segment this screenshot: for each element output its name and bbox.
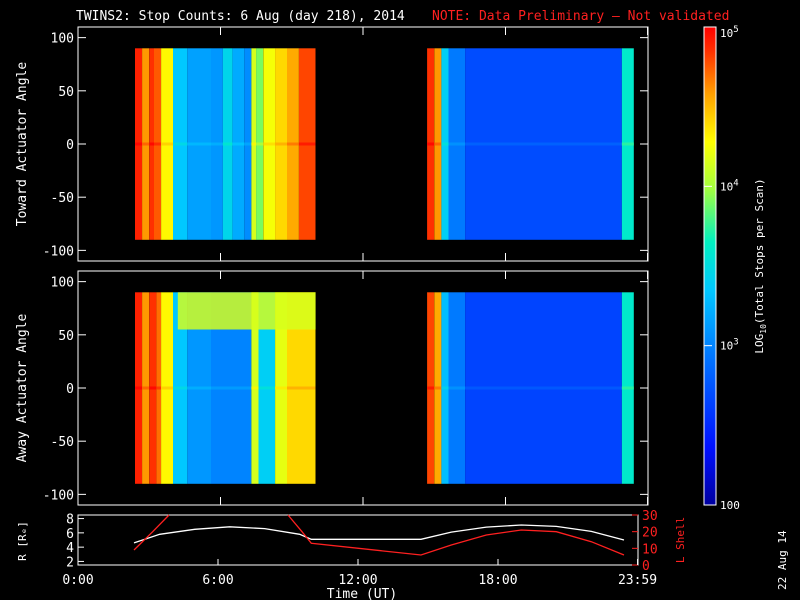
- preliminary-note: NOTE: Data Preliminary – Not validated: [432, 9, 729, 24]
- heatmap-cell: [135, 142, 143, 146]
- y-tick-label: 0: [66, 138, 74, 153]
- heatmap-cell: [287, 386, 316, 390]
- heatmap-cell: [154, 142, 162, 146]
- y-tick-label: 0: [66, 382, 74, 397]
- r-tick-label: 6: [66, 527, 74, 542]
- r-tick-label: 4: [66, 541, 74, 556]
- heatmap-cell: [222, 142, 233, 146]
- heatmap-cell: [211, 386, 252, 390]
- heatmap-cell: [211, 142, 223, 146]
- heatmap-cell: [275, 386, 287, 390]
- heatmap-cell: [256, 142, 264, 146]
- heatmap-cell: [161, 142, 173, 146]
- away-angle-panel: 100 50 0 -50 -100 Away Actuator Angle: [15, 270, 649, 506]
- plot-title: TWINS2: Stop Counts: 6 Aug (day 218), 20…: [76, 9, 405, 24]
- colorbar-gradient: [704, 27, 716, 505]
- colorbar: 105 104 103 100 LOG10(Total Stops per Scan): [703, 25, 768, 512]
- heatmap-cell: [434, 386, 442, 390]
- y-tick-label: -50: [51, 435, 74, 450]
- y-tick-label: 100: [51, 276, 74, 291]
- l-shell-series-line: [287, 514, 625, 556]
- heatmap-cell: [465, 386, 622, 390]
- heatmap-cell: [263, 142, 276, 146]
- heatmap-cell: [448, 386, 466, 390]
- time-tick-label: 6:00: [202, 573, 233, 588]
- time-tick-label: 0:00: [62, 573, 93, 588]
- toward-angle-panel: 100 50 0 -50 -100 Toward Actuator Angle: [15, 26, 649, 262]
- heatmap-cell: [187, 142, 212, 146]
- heatmap-cell: [465, 142, 622, 146]
- l-shell-series-line: [133, 514, 170, 551]
- r-tick-label: 2: [66, 555, 74, 570]
- heatmap-cell: [142, 142, 150, 146]
- heatmap-cell: [149, 142, 155, 146]
- heatmap-cell: [427, 386, 435, 390]
- r-axis-label: R [Rₑ]: [16, 521, 29, 561]
- heatmap-cell: [244, 142, 252, 146]
- l-shell-axis-label: L Shell: [674, 517, 687, 563]
- r-tick-label: 8: [66, 513, 74, 528]
- time-tick-label: 18:00: [478, 573, 517, 588]
- heatmap-cell: [287, 142, 299, 146]
- heatmap-cell: [161, 386, 173, 390]
- y-tick-label: -100: [43, 488, 74, 503]
- toward-angle-ylabel: Toward Actuator Angle: [15, 62, 30, 227]
- heatmap-cell: [441, 142, 449, 146]
- heatmap-cell: [621, 386, 634, 390]
- heatmap-cell: [427, 142, 435, 146]
- heatmap-cell: [135, 386, 143, 390]
- heatmap-cell: [298, 142, 316, 146]
- heatmap-cell: [441, 386, 449, 390]
- colorbar-tick-label: 103: [720, 338, 739, 353]
- time-tick-label: 23:59: [618, 573, 657, 588]
- heatmap-cell: [275, 142, 287, 146]
- y-tick-label: 100: [51, 32, 74, 47]
- heatmap-cell: [177, 292, 316, 330]
- l-shell-tick-label: 20: [642, 526, 658, 541]
- heatmap-cell: [448, 142, 466, 146]
- heatmap-cell: [251, 386, 259, 390]
- time-axis-label: Time (UT): [327, 587, 397, 600]
- heatmap-cell: [156, 386, 162, 390]
- heatmap-cell: [187, 386, 212, 390]
- colorbar-tick-label: 104: [720, 178, 739, 193]
- y-tick-label: 50: [58, 85, 74, 100]
- l-shell-tick-label: 10: [642, 542, 658, 557]
- heatmap-cell: [621, 142, 634, 146]
- heatmap-cell: [149, 386, 157, 390]
- colorbar-label: LOG10(Total Stops per Scan): [753, 178, 768, 353]
- heatmap-cell: [232, 142, 245, 146]
- away-angle-ylabel: Away Actuator Angle: [15, 313, 30, 462]
- date-stamp: 22 Aug 14: [776, 530, 789, 590]
- colorbar-tick-label: 105: [720, 25, 739, 40]
- y-tick-label: -50: [51, 191, 74, 206]
- heatmap-cell: [251, 142, 257, 146]
- heatmap-cell: [173, 386, 188, 390]
- r-series-line: [133, 524, 625, 544]
- heatmap-cell: [258, 386, 276, 390]
- heatmap-cell: [434, 142, 442, 146]
- colorbar-tick-label: 100: [720, 499, 740, 512]
- heatmap-cell: [142, 386, 150, 390]
- time-tick-label: 12:00: [338, 573, 377, 588]
- y-tick-label: -100: [43, 244, 74, 259]
- y-tick-label: 50: [58, 329, 74, 344]
- l-shell-tick-label: 0: [642, 559, 650, 574]
- l-shell-tick-label: 30: [642, 509, 658, 524]
- heatmap-cell: [173, 142, 188, 146]
